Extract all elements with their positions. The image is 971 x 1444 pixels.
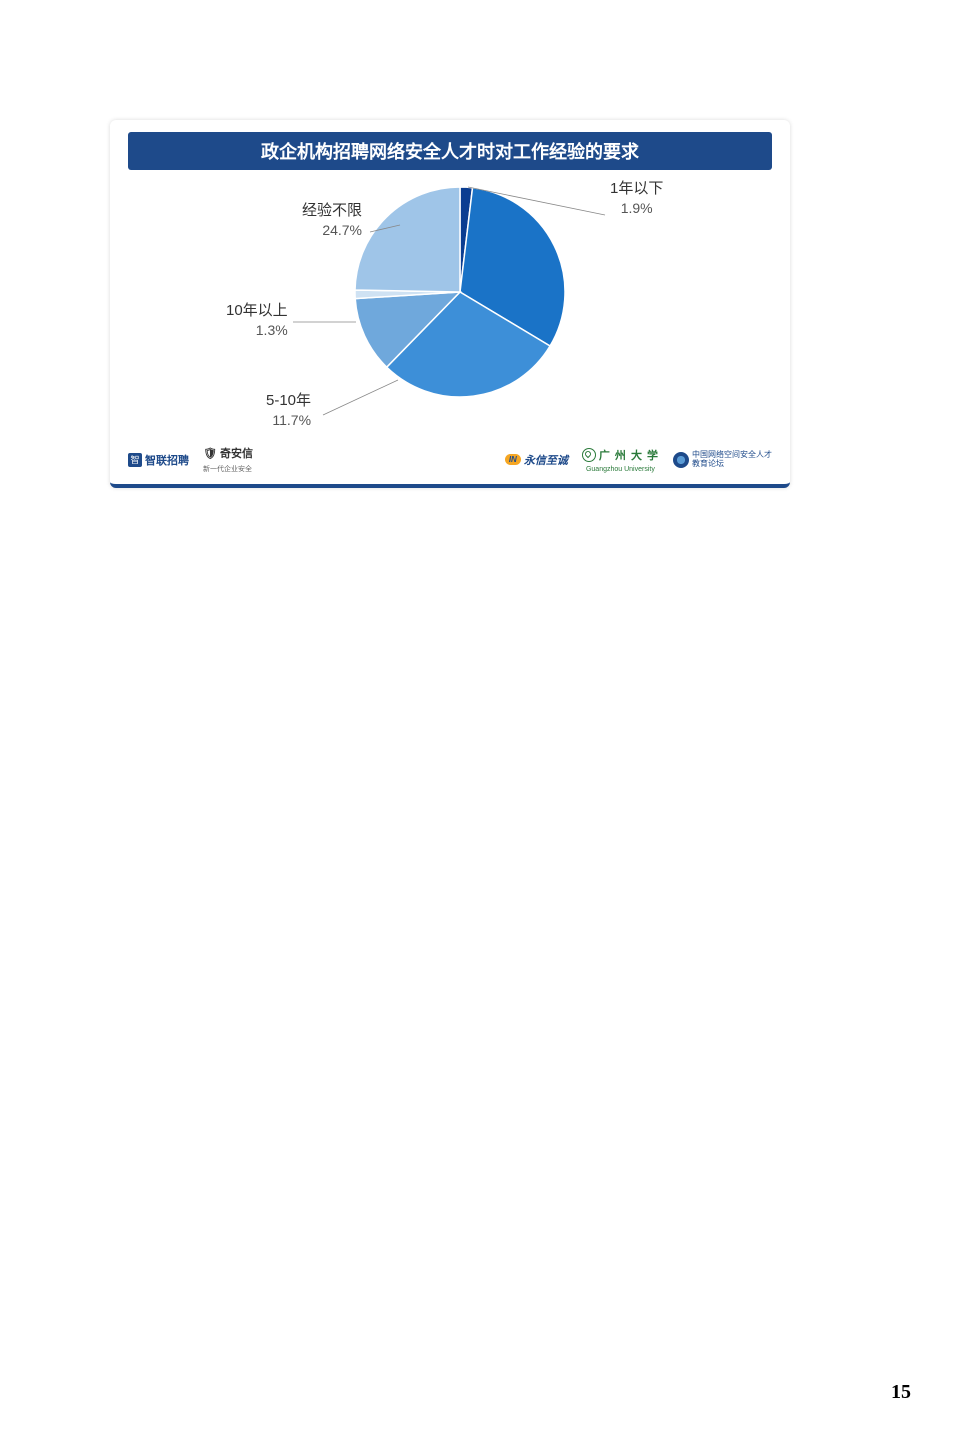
gzu-icon <box>582 448 596 462</box>
outer-pct: 1.3% <box>226 321 288 341</box>
chart-title: 政企机构招聘网络安全人才时对工作经验的要求 <box>128 132 772 170</box>
pie-slice <box>355 187 460 292</box>
logo-text: 奇安信 <box>220 448 253 460</box>
logo-text: 中国网络空间安全人才教育论坛 <box>692 451 772 469</box>
outer-cat: 10年以上 <box>226 300 288 321</box>
slice-cat: 3-5年 <box>544 360 576 375</box>
logo-subtext: 新一代企业安全 <box>203 464 252 474</box>
outer-cat: 1年以下 <box>610 178 663 199</box>
chart-card: 政企机构招聘网络安全人才时对工作经验的要求 1-3年 31.7% 3-5年 28… <box>110 120 790 488</box>
logo-group-left: 智 智联招聘 🛡 奇安信 新一代企业安全 <box>128 445 253 474</box>
logo-text: 智联招聘 <box>145 452 189 468</box>
zhilian-icon: 智 <box>128 453 142 467</box>
logo-text: 永信至诚 <box>524 452 568 468</box>
footer-logos: 智 智联招聘 🛡 奇安信 新一代企业安全 IN 永信至诚 广 州 大 学 <box>128 445 772 474</box>
page-number: 15 <box>891 1381 911 1404</box>
logo-gzu: 广 州 大 学 Guangzhou University <box>582 447 659 473</box>
slice-label-3-5: 3-5年 28.7% <box>530 360 590 394</box>
logo-zhilian: 智 智联招聘 <box>128 452 189 468</box>
slice-label-1-3: 1-3年 31.7% <box>576 268 636 302</box>
outer-label-unlimited: 经验不限 24.7% <box>302 200 362 241</box>
outer-pct: 24.7% <box>302 221 362 241</box>
slice-pct: 28.7% <box>542 377 579 392</box>
logo-qianxin: 🛡 奇安信 新一代企业安全 <box>203 445 253 474</box>
outer-pct: 1.9% <box>610 199 663 219</box>
yongxin-icon: IN <box>505 454 521 465</box>
slice-pct: 31.7% <box>588 285 625 300</box>
outer-cat: 经验不限 <box>302 200 362 221</box>
slice-cat: 1-3年 <box>590 268 622 283</box>
logo-subtext: Guangzhou University <box>586 466 655 473</box>
logo-group-right: IN 永信至诚 广 州 大 学 Guangzhou University 中国网… <box>505 447 772 473</box>
outer-pct: 11.7% <box>266 411 311 431</box>
logo-yongxin: IN 永信至诚 <box>505 452 568 468</box>
outer-cat: 5-10年 <box>266 390 311 411</box>
chart-area: 1-3年 31.7% 3-5年 28.7% 1年以下 1.9% 5-10年 11… <box>110 170 790 450</box>
outer-label-under1: 1年以下 1.9% <box>610 178 663 219</box>
logo-forum: 中国网络空间安全人才教育论坛 <box>673 451 772 469</box>
logo-text: 广 州 大 学 <box>599 447 659 463</box>
outer-label-5-10: 5-10年 11.7% <box>266 390 311 431</box>
outer-label-10plus: 10年以上 1.3% <box>226 300 288 341</box>
forum-icon <box>673 452 689 468</box>
